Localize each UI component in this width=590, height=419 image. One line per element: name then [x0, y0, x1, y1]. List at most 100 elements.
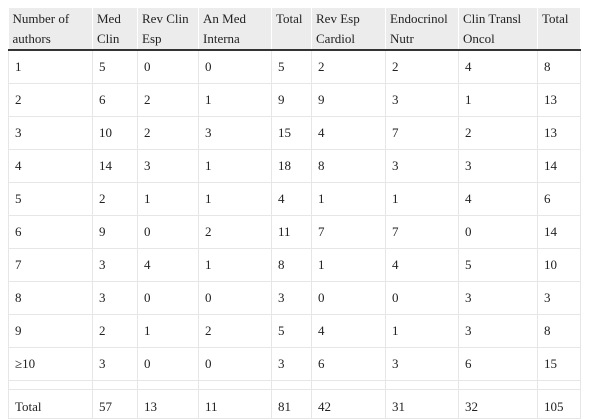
- table-cell: 6: [311, 347, 386, 381]
- table-cell: 7: [8, 248, 93, 282]
- table-cell: 1: [198, 83, 272, 117]
- table-cell: 3: [458, 149, 538, 183]
- spacer-cell: [311, 380, 386, 390]
- table-cell: 3: [92, 248, 138, 282]
- table-cell: 0: [198, 49, 272, 84]
- table-cell: 1: [385, 182, 459, 216]
- header-cell: Rev Clin Esp: [137, 8, 199, 51]
- page: {"table": { "header": ["Number of author…: [8, 8, 581, 419]
- table-cell: 3: [92, 281, 138, 315]
- table-cell: 4: [311, 116, 386, 150]
- table-cell: 5: [458, 248, 538, 282]
- table-cell: 5: [8, 182, 93, 216]
- table-cell: 8: [8, 281, 93, 315]
- table-cell: 3: [271, 347, 312, 381]
- table-cell: 2: [137, 116, 199, 150]
- table-cell: 3: [537, 281, 581, 315]
- header-cell: Number of authors: [8, 8, 93, 51]
- table-cell: 0: [137, 49, 199, 84]
- spacer-cell: [92, 380, 138, 390]
- table-cell: 2: [458, 116, 538, 150]
- total-cell: 32: [458, 389, 538, 419]
- table-cell: 6: [8, 215, 93, 249]
- spacer-cell: [537, 380, 581, 390]
- table-cell: 13: [537, 116, 581, 150]
- header-cell: Rev Esp Cardiol: [311, 8, 386, 51]
- table-cell: 10: [92, 116, 138, 150]
- table-cell: 5: [271, 314, 312, 348]
- table-cell: 3: [385, 149, 459, 183]
- table-cell: 14: [92, 149, 138, 183]
- header-cell: Med Clin: [92, 8, 138, 51]
- spacer-cell: [271, 380, 312, 390]
- total-cell: 81: [271, 389, 312, 419]
- total-cell: 13: [137, 389, 199, 419]
- spacer-cell: [458, 380, 538, 390]
- table-cell: 3: [458, 314, 538, 348]
- table-cell: 6: [458, 347, 538, 381]
- header-row: Number of authors Med Clin Rev Clin Esp An …: [8, 8, 581, 51]
- table-cell: 1: [137, 314, 199, 348]
- header-cell: An Med Interna: [198, 8, 272, 51]
- total-cell: Total: [8, 389, 93, 419]
- table-cell: 0: [198, 347, 272, 381]
- table-cell: 1: [137, 182, 199, 216]
- table-cell: 0: [458, 215, 538, 249]
- table-cell: 4: [311, 314, 386, 348]
- total-row: Total 57 13 11 81 42 31 32 105: [8, 389, 581, 419]
- header-cell: Endocrinol Nutr: [385, 8, 459, 51]
- total-cell: 11: [198, 389, 272, 419]
- table-cell: 3: [92, 347, 138, 381]
- table-cell: 2: [198, 314, 272, 348]
- table-cell: 3: [198, 116, 272, 150]
- table-cell: 10: [537, 248, 581, 282]
- table-cell: 1: [458, 83, 538, 117]
- table-cell: 0: [137, 281, 199, 315]
- table-cell: 5: [271, 49, 312, 84]
- total-cell: 57: [92, 389, 138, 419]
- table-cell: 2: [92, 182, 138, 216]
- table-cell: 3: [137, 149, 199, 183]
- table-cell: 1: [311, 248, 386, 282]
- table-cell: 4: [137, 248, 199, 282]
- table-cell: 4: [458, 182, 538, 216]
- spacer-cell: [8, 380, 93, 390]
- table-cell: 3: [385, 347, 459, 381]
- table-cell: 7: [311, 215, 386, 249]
- header-cell: Total: [271, 8, 312, 51]
- table-cell: 1: [198, 248, 272, 282]
- table-cell: 1: [198, 149, 272, 183]
- header-cell: Clin Transl Oncol: [458, 8, 538, 51]
- table-row: ≥10 3 0 0 3 6 3 6 15: [8, 347, 581, 381]
- table-cell: 1: [385, 314, 459, 348]
- table-cell: 0: [137, 215, 199, 249]
- table-cell: 6: [92, 83, 138, 117]
- table-cell: ≥10: [8, 347, 93, 381]
- table-cell: 9: [271, 83, 312, 117]
- table-row: 3 10 2 3 15 4 7 2 13: [8, 116, 581, 150]
- spacer-cell: [137, 380, 199, 390]
- table-cell: 0: [137, 347, 199, 381]
- table-cell: 8: [537, 49, 581, 84]
- table-cell: 2: [137, 83, 199, 117]
- table-cell: 11: [271, 215, 312, 249]
- table-cell: 4: [458, 49, 538, 84]
- table-cell: 13: [537, 83, 581, 117]
- total-cell: 31: [385, 389, 459, 419]
- table-cell: 2: [311, 49, 386, 84]
- table-cell: 2: [198, 215, 272, 249]
- spacer-row: [8, 380, 581, 390]
- table-cell: 8: [537, 314, 581, 348]
- table-cell: 2: [92, 314, 138, 348]
- table-cell: 4: [385, 248, 459, 282]
- table-row: 4 14 3 1 18 8 3 3 14: [8, 149, 581, 183]
- table-cell: 14: [537, 149, 581, 183]
- table-cell: 4: [271, 182, 312, 216]
- table-cell: 3: [271, 281, 312, 315]
- table-cell: 1: [311, 182, 386, 216]
- table-cell: 0: [311, 281, 386, 315]
- table-cell: 7: [385, 116, 459, 150]
